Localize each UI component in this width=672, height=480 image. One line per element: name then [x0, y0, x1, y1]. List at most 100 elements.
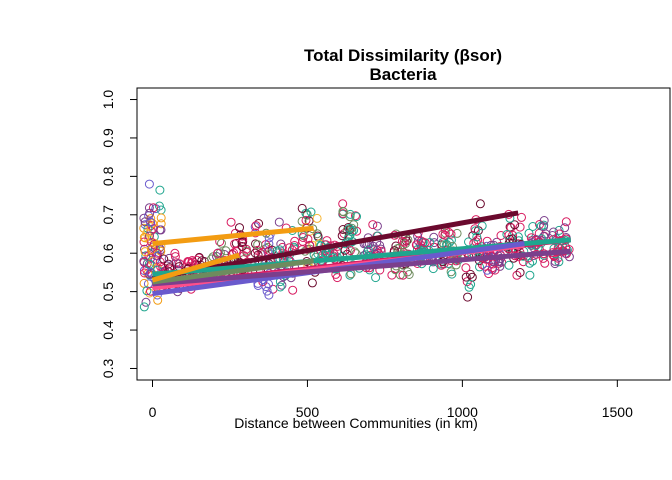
data-point	[303, 234, 313, 244]
data-point	[288, 285, 298, 295]
data-point	[372, 221, 382, 231]
data-point	[539, 222, 548, 232]
y-tick-label: 0.4	[100, 320, 116, 340]
x-tick-label: 0	[149, 404, 157, 420]
data-point	[345, 224, 354, 233]
data-point	[398, 270, 408, 280]
data-point	[515, 268, 525, 277]
data-point	[438, 229, 448, 239]
data-point	[274, 217, 284, 227]
data-point	[312, 213, 322, 223]
data-point	[254, 219, 264, 228]
data-point	[444, 227, 454, 237]
x-tick-label: 1500	[602, 404, 633, 420]
data-point	[560, 223, 570, 233]
data-point	[466, 280, 476, 289]
data-point	[155, 185, 165, 195]
data-point	[403, 267, 413, 277]
regression-line	[152, 248, 571, 287]
data-point	[140, 268, 149, 278]
data-point	[411, 240, 421, 250]
data-point	[152, 248, 162, 258]
data-point	[338, 206, 348, 216]
data-point	[301, 215, 311, 225]
data-point	[461, 272, 471, 282]
data-point	[253, 240, 263, 250]
data-point	[517, 212, 526, 222]
data-point	[144, 179, 154, 189]
data-point	[251, 221, 261, 231]
y-tick-label: 1.0	[100, 90, 116, 110]
data-point	[332, 273, 342, 283]
data-point	[276, 239, 286, 249]
data-point	[217, 238, 226, 248]
regression-line	[152, 225, 314, 247]
data-point	[297, 216, 307, 226]
data-point	[250, 248, 260, 258]
data-point	[463, 292, 473, 302]
data-point	[554, 225, 564, 235]
data-point	[146, 217, 156, 227]
x-axis-label: Distance between Communities (in km)	[234, 415, 478, 431]
data-point	[477, 221, 487, 231]
data-point	[139, 237, 149, 247]
data-point	[140, 217, 150, 227]
data-point	[345, 212, 355, 222]
data-point	[512, 270, 522, 280]
data-point	[277, 280, 287, 290]
data-point	[170, 248, 180, 258]
data-point	[428, 264, 438, 274]
data-point	[140, 247, 150, 257]
data-point	[159, 254, 169, 264]
data-point	[139, 232, 149, 242]
data-point	[262, 286, 272, 296]
data-point	[475, 199, 485, 209]
data-point	[307, 278, 317, 288]
data-point	[338, 199, 348, 209]
data-point	[502, 230, 512, 239]
y-tick-label: 0.5	[100, 282, 116, 302]
data-point	[447, 269, 457, 279]
data-point	[264, 290, 274, 300]
y-tick-label: 0.6	[100, 243, 116, 263]
data-point	[528, 222, 538, 231]
data-point	[297, 203, 307, 213]
data-point	[139, 223, 149, 233]
data-point	[345, 270, 355, 280]
x-axis: 0 500 1000 1500	[149, 379, 633, 420]
data-point	[148, 224, 158, 234]
data-point	[472, 232, 482, 242]
data-point	[142, 228, 152, 238]
regression-line	[151, 252, 240, 283]
data-point	[464, 237, 473, 247]
data-point	[510, 220, 520, 230]
data-point	[250, 222, 260, 232]
data-point	[275, 282, 285, 292]
data-point	[338, 225, 348, 234]
data-point	[238, 237, 248, 246]
data-point	[352, 212, 361, 222]
data-point	[265, 246, 275, 256]
data-point	[513, 232, 523, 242]
data-point	[154, 201, 164, 211]
x-tick-label: 500	[296, 404, 320, 420]
data-point	[156, 219, 166, 229]
data-point	[401, 239, 410, 249]
data-point	[156, 213, 166, 223]
data-point	[490, 265, 500, 275]
y-axis: 0.3 0.4 0.5 0.6 0.7 0.8 0.9 1.0	[100, 90, 138, 379]
x-tick-label: 1000	[447, 404, 478, 420]
data-point	[226, 217, 236, 227]
data-point	[554, 229, 564, 239]
data-point	[461, 263, 471, 273]
data-point	[164, 253, 174, 263]
data-point	[153, 295, 163, 305]
data-point	[539, 216, 549, 225]
data-point	[142, 286, 152, 296]
data-point	[298, 233, 308, 242]
data-point	[155, 225, 165, 235]
y-tick-label: 0.3	[100, 359, 116, 379]
data-point	[237, 242, 247, 251]
data-point	[368, 220, 378, 230]
data-point	[515, 222, 525, 232]
